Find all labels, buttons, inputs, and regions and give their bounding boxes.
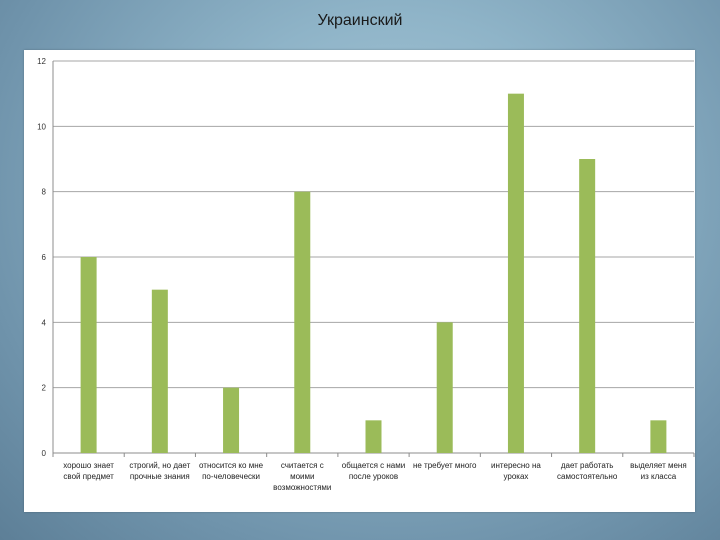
x-tick-label: относится ко мне — [199, 461, 264, 470]
bar — [223, 387, 240, 453]
x-tick-label: выделяет меня — [630, 461, 687, 470]
y-tick-label: 10 — [37, 122, 46, 131]
x-tick-label: дает работать — [561, 461, 614, 470]
y-tick-label: 2 — [42, 384, 47, 393]
x-tick-label: строгий, но дает — [129, 461, 190, 470]
y-tick-label: 0 — [42, 449, 47, 458]
x-tick-label: из класса — [641, 472, 677, 481]
x-tick-label: общается с нами — [342, 461, 405, 470]
bar — [579, 159, 596, 453]
y-tick-label: 12 — [37, 57, 46, 66]
x-tick-label: моими — [290, 472, 314, 481]
bar-chart: 0 2 4 6 8 10 12 хорошо знает свой предмет строгий… — [24, 50, 695, 512]
y-tick-label: 8 — [42, 188, 47, 197]
bar — [80, 257, 97, 453]
chart-panel: 0 2 4 6 8 10 12 хорошо знает свой предмет строгий… — [24, 50, 695, 512]
bar — [650, 420, 667, 453]
x-tick-label: интересно на — [491, 461, 541, 470]
x-tick-label: свой предмет — [63, 472, 114, 481]
chart-svg: 0 2 4 6 8 10 12 хорошо знает свой предмет строгий… — [37, 57, 695, 492]
bar — [365, 420, 382, 453]
x-tick-label: уроках — [503, 472, 528, 481]
bar — [151, 289, 168, 453]
x-tick-label: считается с — [281, 461, 324, 470]
x-tick-label: самостоятельно — [557, 472, 618, 481]
y-tick-label: 6 — [42, 253, 47, 262]
bar — [507, 93, 524, 453]
x-tick-label: не требует много — [413, 461, 477, 470]
bar — [294, 191, 311, 453]
x-tick-label: после уроков — [349, 472, 398, 481]
x-tick-label: возможностями — [273, 483, 331, 492]
x-tick-label: по-человечески — [202, 472, 260, 481]
x-tick-label: хорошо знает — [63, 461, 114, 470]
bar — [436, 322, 453, 453]
slide-title: Украинский — [317, 12, 403, 29]
x-tick-label: прочные знания — [130, 472, 190, 481]
y-tick-label: 4 — [42, 318, 47, 327]
